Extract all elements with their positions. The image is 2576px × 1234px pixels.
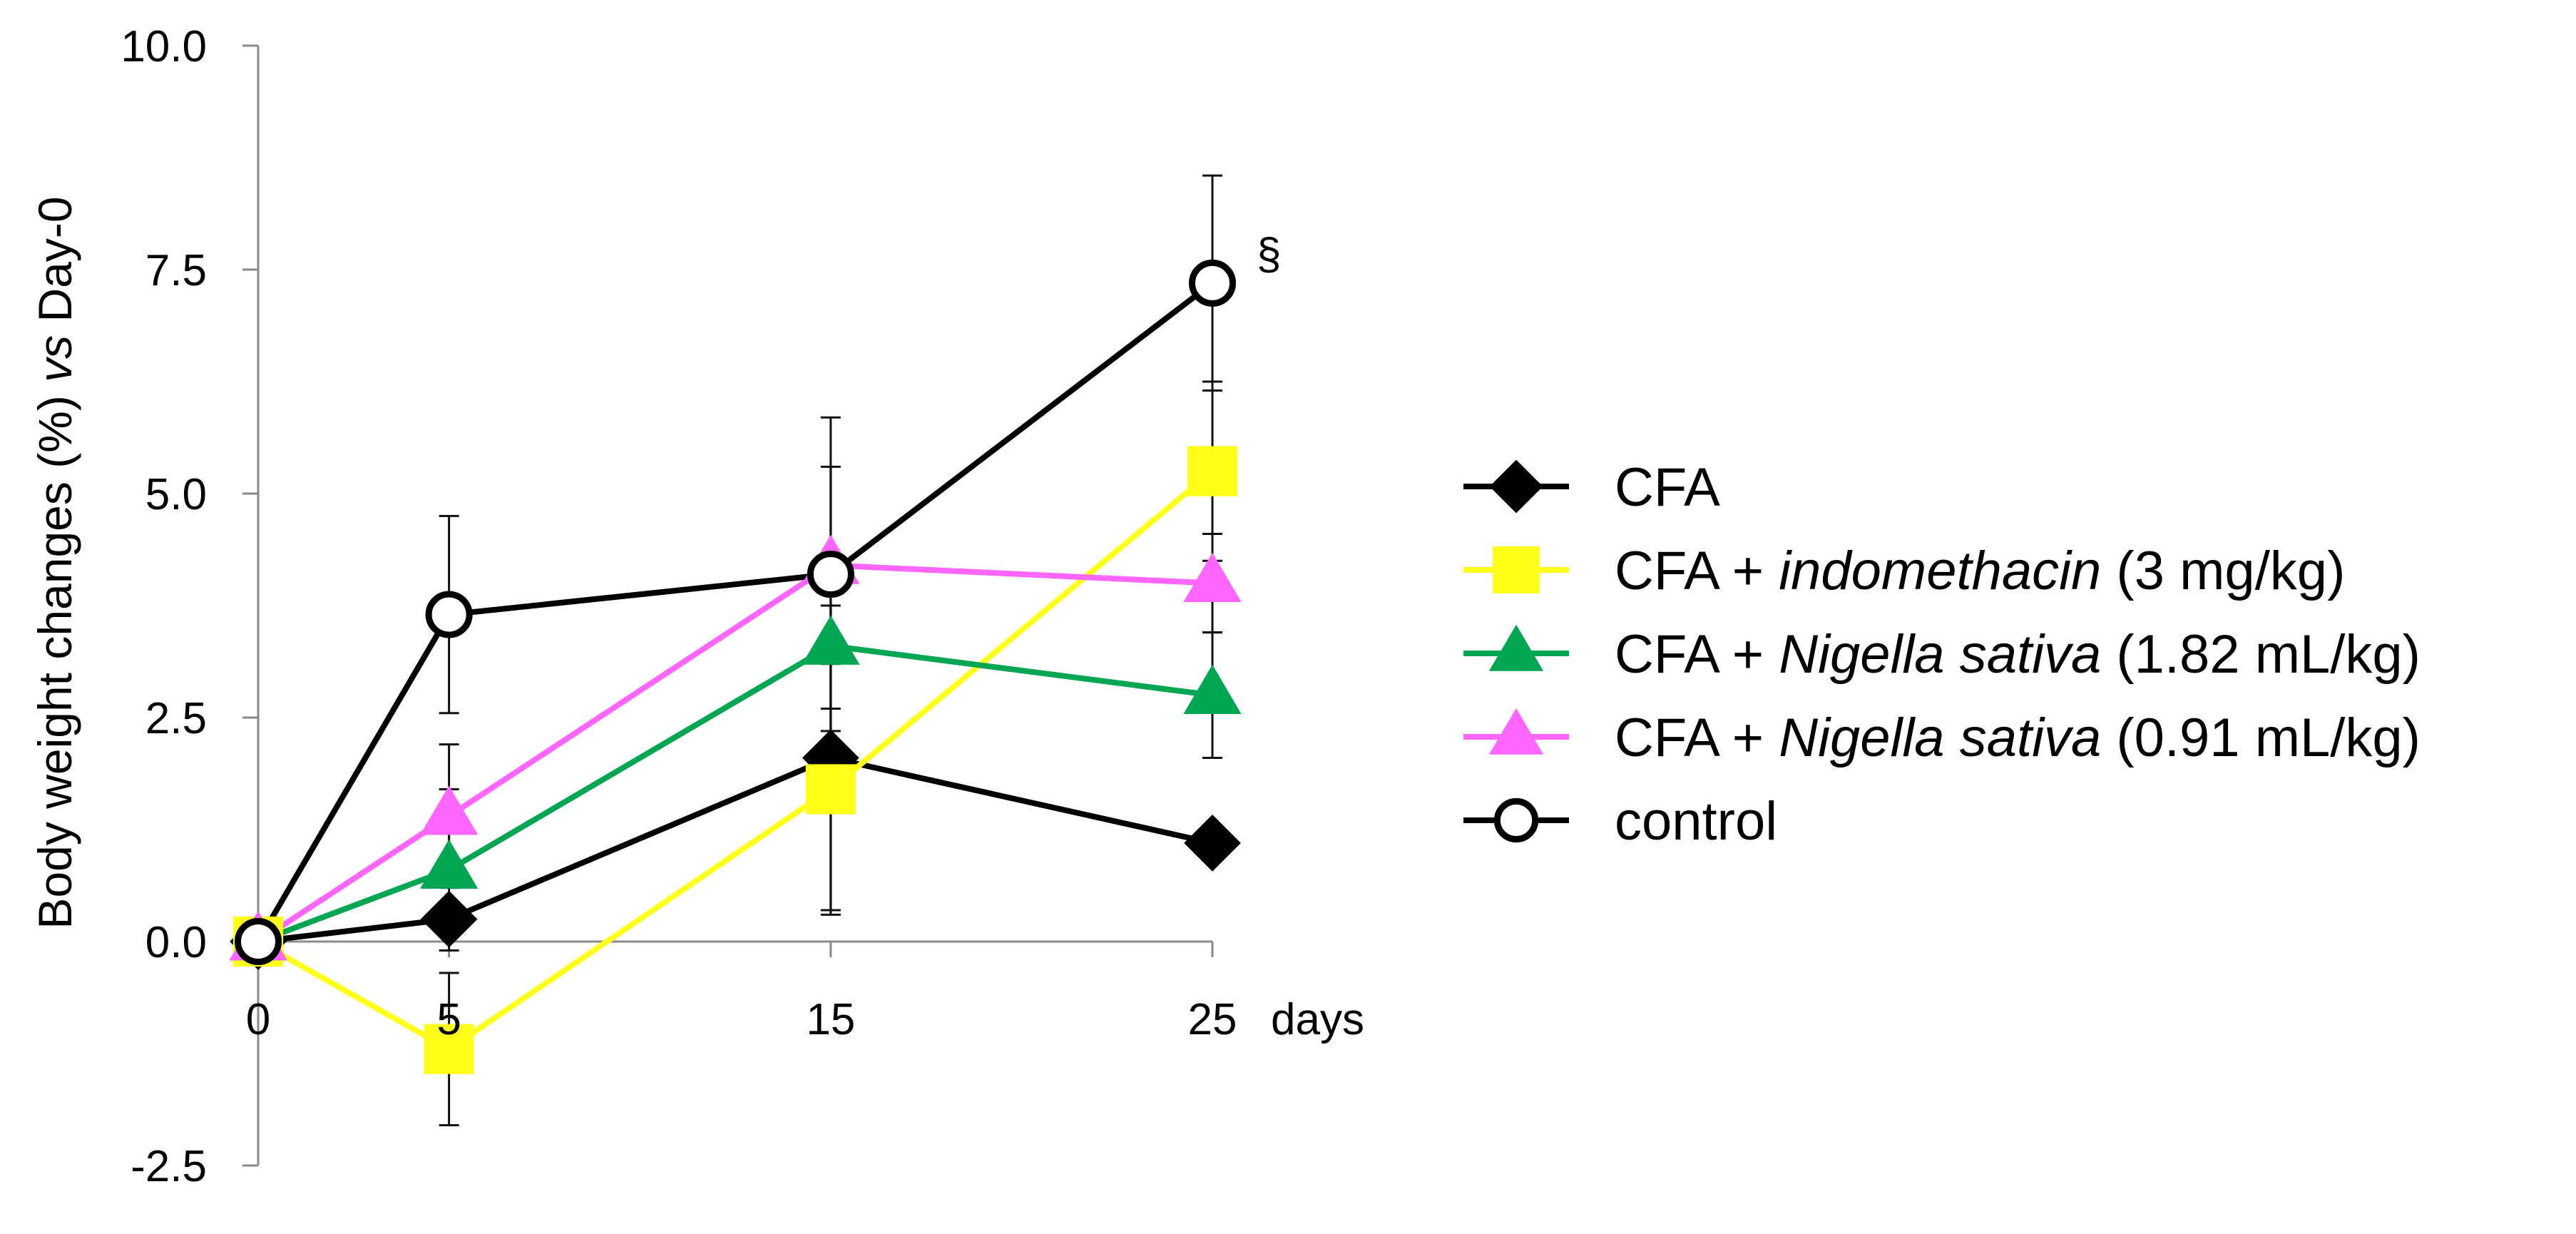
data-point: [807, 551, 854, 598]
y-tick-label: 10.0: [121, 22, 207, 71]
y-tick-label: 0.0: [145, 918, 207, 967]
legend-label-part: CFA +: [1615, 708, 1779, 768]
x-tick-label: 0: [246, 995, 270, 1044]
legend-marker: [1489, 459, 1543, 514]
data-point: [234, 917, 282, 966]
data-point: [802, 615, 860, 665]
legend-label: control: [1615, 791, 1777, 852]
series-lines: [255, 280, 1215, 1052]
y-tick-label: 2.5: [145, 694, 207, 743]
x-tick-label: 15: [806, 995, 855, 1044]
y-tick-label: 5.0: [145, 470, 207, 519]
y-axis-title-italic: vs: [29, 335, 81, 382]
legend-label-part: CFA +: [1615, 541, 1779, 601]
y-tick-label: -2.5: [131, 1142, 207, 1191]
legend-label-part: control: [1615, 791, 1777, 852]
legend-label-part: (1.82 mL/kg): [2101, 624, 2421, 685]
data-point: [419, 839, 479, 889]
y-axis-title-part: Day-0: [29, 196, 81, 335]
data-point: [1184, 814, 1241, 872]
legend-marker: [1493, 546, 1540, 593]
x-axis-suffix: days: [1271, 995, 1364, 1044]
x-tick-label: 25: [1188, 995, 1237, 1044]
legend-label-part: (0.91 mL/kg): [2101, 708, 2421, 768]
y-tick-label: 7.5: [145, 246, 207, 295]
series-line: [255, 280, 1215, 944]
data-point: [1188, 259, 1237, 307]
y-axis-title-part: Body weight changes (%): [29, 382, 81, 929]
legend-label-part: Nigella sativa: [1779, 624, 2101, 685]
legend-marker: [1488, 708, 1544, 755]
data-point: [424, 1024, 474, 1074]
series-line: [257, 643, 1213, 944]
legend-label: CFA + Nigella sativa (0.91 mL/kg): [1615, 708, 2421, 768]
data-point: [425, 591, 473, 638]
legend-label-part: indomethacin: [1779, 541, 2101, 601]
axes: [242, 44, 1214, 1167]
data-point: [1187, 446, 1238, 496]
legend-marker: [1493, 797, 1539, 843]
legend-label: CFA + indomethacin (3 mg/kg): [1615, 541, 2345, 601]
x-tick-label: 5: [436, 995, 461, 1044]
legend-label: CFA + Nigella sativa (1.82 mL/kg): [1615, 624, 2421, 685]
series-markers: [229, 259, 1242, 1074]
data-point: [805, 764, 856, 815]
series-line: [256, 562, 1213, 944]
series-line: [257, 469, 1215, 1052]
legend-label-part: CFA: [1615, 457, 1720, 518]
y-axis-title: Body weight changes (%) vs Day-0: [29, 196, 81, 929]
axis-labels: -2.5 0.0 2.5 5.0 7.5 10.0 0 5 15 25 days Body weigh…: [29, 22, 1364, 1191]
data-point: [1183, 552, 1242, 602]
data-point: [1183, 664, 1242, 714]
legend-label: CFA: [1615, 457, 1720, 518]
legend-marker: [1488, 624, 1544, 671]
series-line: [257, 755, 1213, 944]
legend-label-part: Nigella sativa: [1779, 708, 2101, 768]
legend-label-part: (3 mg/kg): [2101, 541, 2345, 601]
data-point: [419, 785, 479, 835]
annotation-text: §: [1257, 230, 1281, 279]
legend-label-part: CFA +: [1615, 624, 1779, 685]
data-point: [420, 890, 478, 948]
